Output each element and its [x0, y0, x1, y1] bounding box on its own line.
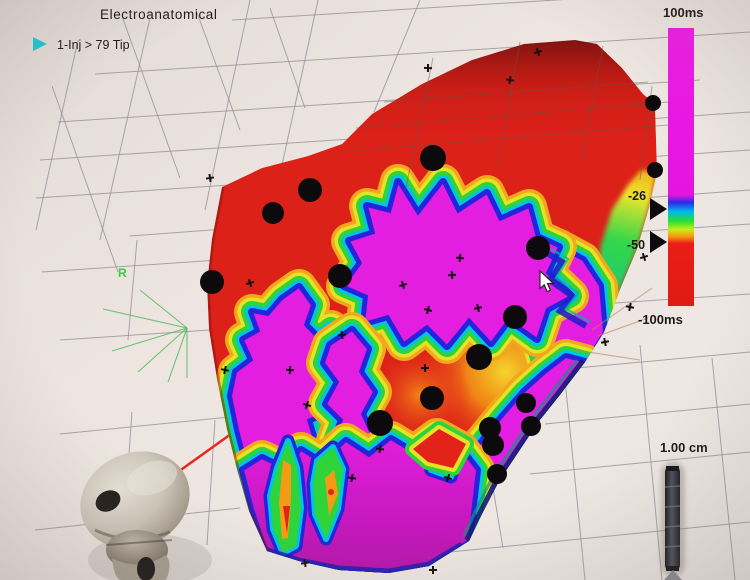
ablation-point-dot[interactable] [298, 178, 322, 202]
ruler-label: 1.00 cm [660, 440, 708, 455]
ablation-point-dot[interactable] [645, 95, 661, 111]
model-opening [137, 557, 155, 580]
scale-threshold-label: -26 [628, 189, 646, 203]
ablation-point-dot[interactable] [482, 434, 504, 456]
ablation-point-dot[interactable] [420, 386, 444, 410]
ablation-point-dot[interactable] [516, 393, 536, 413]
ablation-point-dot[interactable] [200, 270, 224, 294]
ablation-point-dot[interactable] [262, 202, 284, 224]
ablation-point-dot[interactable] [328, 264, 352, 288]
scale-threshold-label: -50 [627, 238, 645, 252]
ablation-point-dot[interactable] [526, 236, 550, 260]
page-title: Electroanatomical [100, 7, 218, 22]
ablation-point-dot[interactable] [367, 410, 393, 436]
scale-min-label: -100ms [638, 312, 683, 327]
color-scale-bar[interactable] [668, 28, 694, 306]
map-list-item-label: 1-Inj > 79 Tip [57, 38, 130, 52]
ablation-point-dot[interactable] [647, 162, 663, 178]
ablation-point-dot[interactable] [420, 145, 446, 171]
ablation-point-dot[interactable] [521, 416, 541, 436]
ablation-point-dot[interactable] [466, 344, 492, 370]
ablation-point-dot[interactable] [503, 305, 527, 329]
ruler-bar [665, 466, 680, 571]
mouse-cursor-icon [539, 269, 555, 293]
ablation-point-dot[interactable] [487, 464, 507, 484]
orientation-label: R [118, 266, 127, 280]
scale-max-label: 100ms [663, 5, 703, 20]
